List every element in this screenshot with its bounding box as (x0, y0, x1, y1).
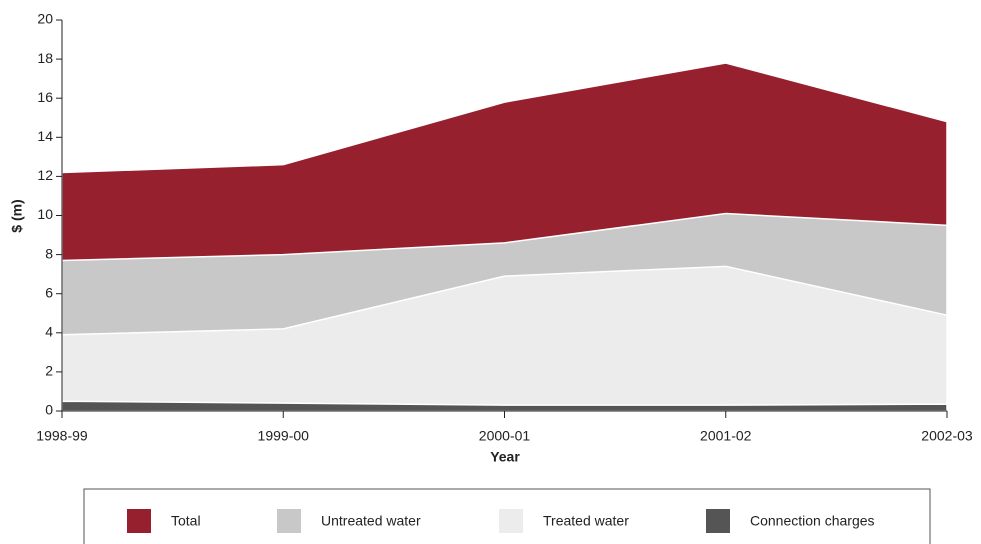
legend-label: Untreated water (321, 513, 421, 529)
x-tick-label: 2001-02 (700, 428, 752, 444)
legend-swatch (127, 509, 151, 533)
legend-swatch (499, 509, 523, 533)
y-tick-label: 16 (37, 89, 53, 105)
area (61, 265, 948, 412)
y-tick-label: 10 (37, 206, 53, 222)
legend-label: Connection charges (750, 513, 875, 529)
x-tick-label: 1998-99 (36, 428, 88, 444)
x-tick-label: 1999-00 (258, 428, 310, 444)
y-tick-label: 4 (45, 324, 53, 340)
y-tick-label: 2 (45, 363, 53, 379)
legend-label: Treated water (543, 513, 629, 529)
area (61, 400, 948, 412)
legend-label: Total (171, 513, 201, 529)
legend-swatch (277, 509, 301, 533)
y-tick-label: 12 (37, 167, 53, 183)
y-tick-label: 20 (37, 11, 53, 27)
y-tick-label: 0 (45, 402, 53, 418)
y-tick-label: 18 (37, 50, 53, 66)
x-axis-label: Year (490, 449, 520, 465)
y-tick-label: 14 (37, 128, 53, 144)
x-tick-label: 2000-01 (479, 428, 531, 444)
x-tick-label: 2002-03 (921, 428, 973, 444)
y-axis-label: $ (m) (9, 199, 25, 232)
y-tick-label: 6 (45, 284, 53, 300)
y-tick-label: 8 (45, 245, 53, 261)
legend-swatch (706, 509, 730, 533)
